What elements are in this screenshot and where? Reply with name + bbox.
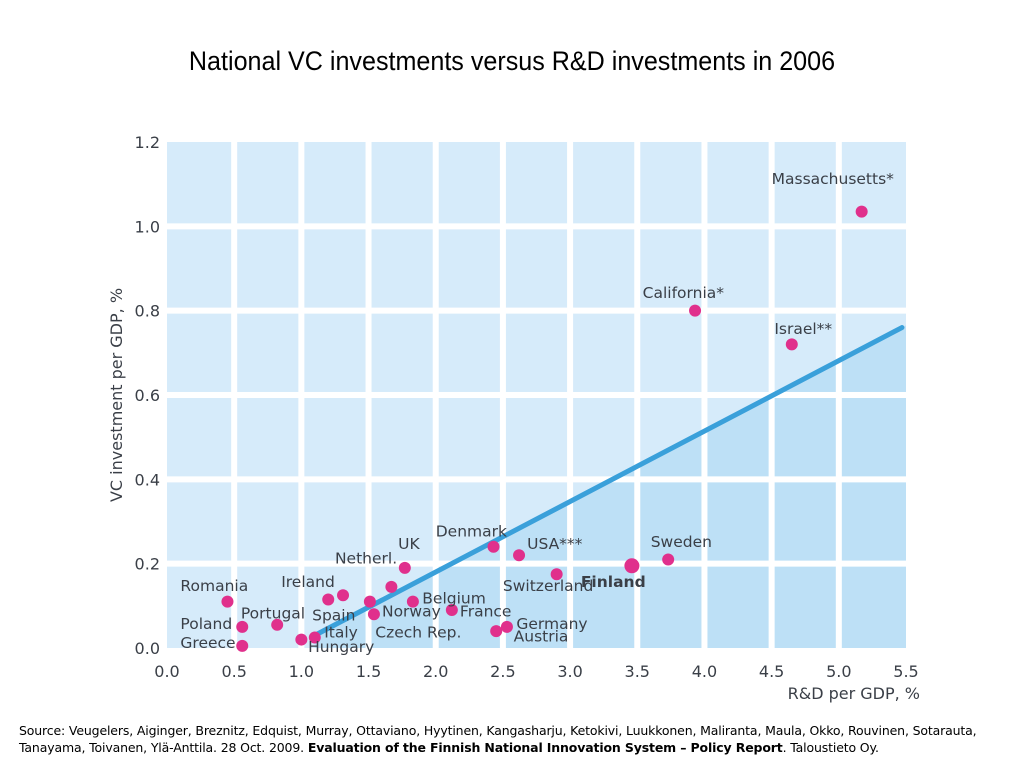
data-point-france bbox=[445, 604, 458, 617]
data-point-germany bbox=[500, 620, 513, 633]
trend-line bbox=[312, 325, 905, 638]
source-authors: Source: Veugelers, Aiginger, Breznitz, E… bbox=[19, 723, 977, 755]
y-tick-label: 0.0 bbox=[135, 639, 160, 658]
point-label: Romania bbox=[180, 577, 248, 595]
x-tick-label: 3.5 bbox=[625, 662, 650, 681]
data-point-ireland bbox=[322, 593, 335, 606]
below-trend-area bbox=[314, 325, 906, 648]
data-point-romania bbox=[221, 595, 234, 608]
point-label: Finland bbox=[581, 573, 646, 591]
data-point-sweden bbox=[662, 553, 675, 566]
point-labels: RomaniaPolandGreecePortugalHungaryItalyS… bbox=[180, 170, 894, 656]
data-point-finland bbox=[624, 558, 640, 574]
y-tick-label: 0.6 bbox=[135, 386, 160, 405]
data-point-switzerland bbox=[550, 568, 563, 581]
y-tick-label: 1.0 bbox=[135, 217, 160, 236]
point-label: Denmark bbox=[436, 522, 507, 540]
data-point-hungary bbox=[295, 633, 308, 646]
point-label: Switzerland bbox=[503, 577, 593, 595]
data-point-greece bbox=[236, 639, 249, 652]
axis-ticks: 0.0 0.5 1.0 1.5 2.0 2.5 3.0 3.5 4.0 4.5 5.0 5.5 0.0 0… bbox=[135, 133, 919, 681]
point-label: Israel** bbox=[774, 320, 832, 338]
data-point-portugal bbox=[271, 618, 284, 631]
point-label: Austria bbox=[514, 628, 569, 646]
y-tick-label: 0.8 bbox=[135, 302, 160, 321]
x-tick-label: 2.0 bbox=[423, 662, 448, 681]
point-label: Sweden bbox=[651, 533, 712, 551]
x-axis-label: R&D per GDP, % bbox=[788, 684, 920, 703]
data-points bbox=[221, 205, 868, 652]
point-label: Ireland bbox=[281, 573, 335, 591]
point-label: USA*** bbox=[527, 535, 583, 553]
y-tick-label: 0.2 bbox=[135, 555, 160, 574]
data-point-norway bbox=[363, 595, 376, 608]
x-tick-label: 0.5 bbox=[221, 662, 246, 681]
point-label: Greece bbox=[180, 634, 235, 652]
data-point-czech-rep bbox=[367, 608, 380, 621]
source-report-title: Evaluation of the Finnish National Innov… bbox=[307, 740, 783, 755]
grid bbox=[167, 142, 906, 648]
x-tick-label: 2.5 bbox=[490, 662, 515, 681]
point-label: Spain bbox=[312, 607, 355, 625]
trend-line-group bbox=[312, 325, 905, 638]
data-point-usa bbox=[513, 549, 526, 562]
y-axis-label: VC investment per GDP, % bbox=[107, 288, 126, 502]
data-point-massachusetts bbox=[855, 205, 868, 218]
point-label: UK bbox=[398, 535, 420, 553]
point-label: Poland bbox=[180, 615, 232, 633]
x-tick-label: 5.5 bbox=[893, 662, 918, 681]
x-tick-label: 5.0 bbox=[826, 662, 851, 681]
data-point-spain bbox=[337, 589, 350, 602]
data-point-uk bbox=[398, 561, 411, 574]
point-label: Belgium bbox=[422, 590, 486, 608]
y-tick-label: 0.4 bbox=[135, 470, 160, 489]
point-label: Norway bbox=[382, 602, 441, 620]
data-point-belgium bbox=[406, 595, 419, 608]
x-tick-label: 4.5 bbox=[759, 662, 784, 681]
point-label: Netherl. bbox=[335, 550, 397, 568]
point-label: Portugal bbox=[241, 604, 305, 622]
point-label: Czech Rep. bbox=[375, 623, 461, 641]
x-tick-label: 3.0 bbox=[557, 662, 582, 681]
x-tick-label: 1.5 bbox=[356, 662, 381, 681]
data-point-poland bbox=[236, 620, 249, 633]
point-label: France bbox=[460, 602, 512, 620]
data-point-austria bbox=[490, 625, 503, 638]
data-point-italy bbox=[308, 631, 321, 644]
x-tick-label: 4.0 bbox=[692, 662, 717, 681]
source-publisher: . Taloustieto Oy. bbox=[782, 740, 879, 755]
chart-title: National VC investments versus R&D inves… bbox=[188, 46, 836, 76]
data-point-netherl bbox=[385, 580, 398, 593]
data-point-denmark bbox=[487, 540, 500, 553]
point-label: California* bbox=[643, 284, 725, 302]
data-point-california bbox=[689, 304, 702, 317]
x-tick-label: 1.0 bbox=[289, 662, 314, 681]
data-point-israel bbox=[785, 338, 798, 351]
point-label: Massachusetts* bbox=[772, 170, 895, 188]
point-label: Germany bbox=[516, 615, 587, 633]
point-label: Hungary bbox=[308, 638, 374, 656]
point-label: Italy bbox=[324, 623, 358, 641]
x-tick-label: 0.0 bbox=[154, 662, 179, 681]
y-tick-label: 1.2 bbox=[135, 133, 160, 152]
source-citation: Source: Veugelers, Aiginger, Breznitz, E… bbox=[19, 722, 1019, 756]
